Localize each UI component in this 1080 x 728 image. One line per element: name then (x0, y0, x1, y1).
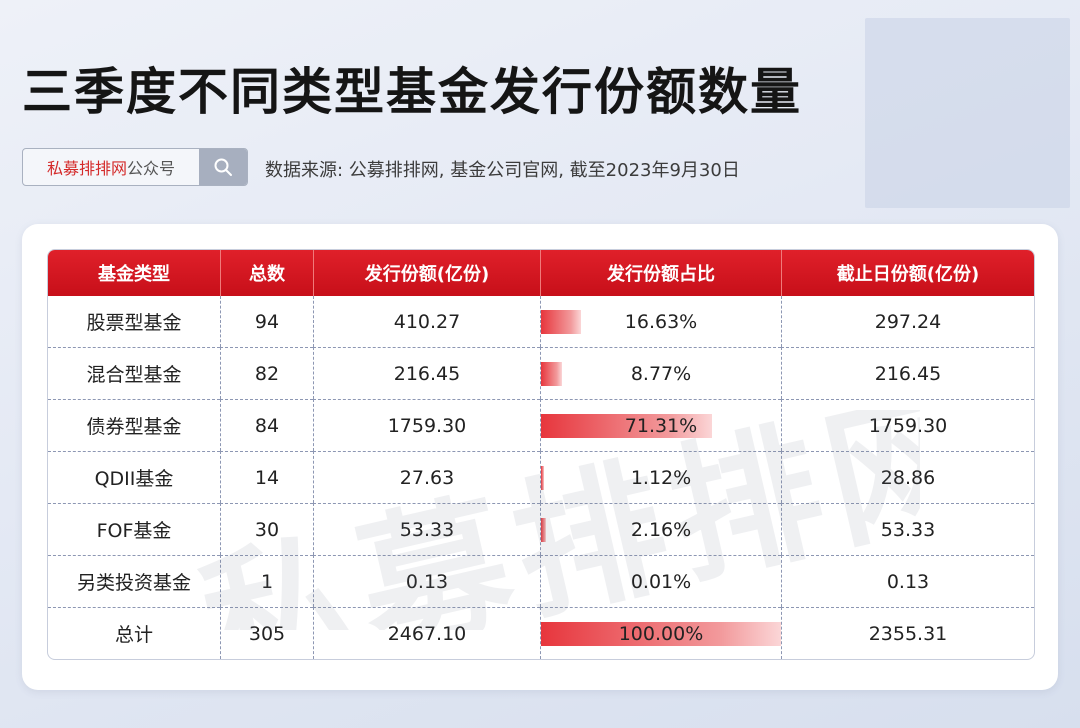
share-bar (541, 466, 544, 490)
table-row: 混合型基金 82 216.45 8.77% 216.45 (48, 347, 1034, 399)
count-cell: 94 (220, 296, 313, 347)
search-icon (214, 158, 232, 176)
search-button[interactable] (199, 149, 247, 185)
count-cell: 84 (220, 399, 313, 451)
share-cell: 8.77% (540, 347, 781, 399)
brand-name: 私募排排网 (46, 159, 127, 178)
share-label: 8.77% (630, 362, 692, 385)
fund-table-wrap: 基金类型 总数 发行份额(亿份) 发行份额占比 截止日份额(亿份) 股票型基金 9… (47, 249, 1035, 663)
share-label: 16.63% (624, 310, 698, 333)
end-share-cell: 216.45 (781, 347, 1034, 399)
table-row: 总计 305 2467.10 100.00% 2355.31 (48, 607, 1034, 659)
column-header: 发行份额(亿份) (313, 250, 540, 296)
corner-panel (865, 18, 1070, 208)
issued-cell: 410.27 (313, 296, 540, 347)
brand-label: 私募排排网 公众号 (23, 149, 199, 185)
issued-cell: 2467.10 (313, 607, 540, 659)
share-label: 1.12% (630, 466, 692, 489)
fund-type-cell: 混合型基金 (48, 347, 220, 399)
fund-type-cell: 总计 (48, 607, 220, 659)
column-header: 总数 (220, 250, 313, 296)
fund-type-cell: FOF基金 (48, 503, 220, 555)
share-cell: 71.31% (540, 399, 781, 451)
share-cell: 1.12% (540, 451, 781, 503)
column-header: 基金类型 (48, 250, 220, 296)
share-cell: 2.16% (540, 503, 781, 555)
table-row: QDII基金 14 27.63 1.12% 28.86 (48, 451, 1034, 503)
issued-cell: 216.45 (313, 347, 540, 399)
end-share-cell: 297.24 (781, 296, 1034, 347)
end-share-cell: 1759.30 (781, 399, 1034, 451)
column-header: 截止日份额(亿份) (781, 250, 1034, 296)
fund-type-cell: 股票型基金 (86, 312, 182, 334)
issued-cell: 1759.30 (313, 399, 540, 451)
count-cell: 1 (220, 555, 313, 607)
table-row: 股票型基金 94 410.27 16.63% 297.24 (48, 296, 1034, 347)
share-label: 2.16% (630, 518, 692, 541)
column-header: 发行份额占比 (540, 250, 781, 296)
brand-suffix: 公众号 (127, 159, 176, 178)
table-row: FOF基金 30 53.33 2.16% 53.33 (48, 503, 1034, 555)
table-body: 股票型基金 94 410.27 16.63% 297.24 混合型基金 82 216.45 8.… (48, 296, 1034, 659)
brand-search-box[interactable]: 私募排排网 公众号 (22, 148, 248, 186)
data-source: 数据来源: 公募排排网, 基金公司官网, 截至2023年9月30日 (265, 160, 740, 181)
share-bar (541, 414, 713, 438)
table-row: 债券型基金 84 1759.30 71.31% 1759.30 (48, 399, 1034, 451)
end-share-cell: 28.86 (781, 451, 1034, 503)
share-cell: 0.01% (540, 555, 781, 607)
share-bar (541, 622, 781, 646)
share-cell: 100.00% (540, 607, 781, 659)
issued-cell: 27.63 (313, 451, 540, 503)
share-label: 100.00% (618, 622, 704, 645)
end-share-cell: 2355.31 (781, 607, 1034, 659)
share-bar (541, 518, 547, 542)
fund-table: 基金类型 总数 发行份额(亿份) 发行份额占比 截止日份额(亿份) 股票型基金 9… (47, 249, 1035, 660)
count-cell: 82 (220, 347, 313, 399)
end-share-cell: 0.13 (781, 555, 1034, 607)
fund-type-cell: 另类投资基金 (48, 555, 220, 607)
count-cell: 14 (220, 451, 313, 503)
share-label: 71.31% (624, 414, 698, 437)
page-title: 三季度不同类型基金发行份额数量 (22, 63, 802, 121)
issued-cell: 53.33 (313, 503, 540, 555)
share-label: 0.01% (630, 570, 692, 593)
fund-type-cell: 债券型基金 (48, 399, 220, 451)
fund-type-cell: QDII基金 (48, 451, 220, 503)
table-header-row: 基金类型 总数 发行份额(亿份) 发行份额占比 截止日份额(亿份) (48, 250, 1034, 296)
share-bar (541, 310, 581, 334)
share-bar (541, 362, 563, 386)
count-cell: 305 (220, 607, 313, 659)
issued-cell: 0.13 (313, 555, 540, 607)
end-share-cell: 53.33 (781, 503, 1034, 555)
table-row: 另类投资基金 1 0.13 0.01% 0.13 (48, 555, 1034, 607)
share-cell: 16.63% (540, 296, 781, 347)
count-cell: 30 (220, 503, 313, 555)
